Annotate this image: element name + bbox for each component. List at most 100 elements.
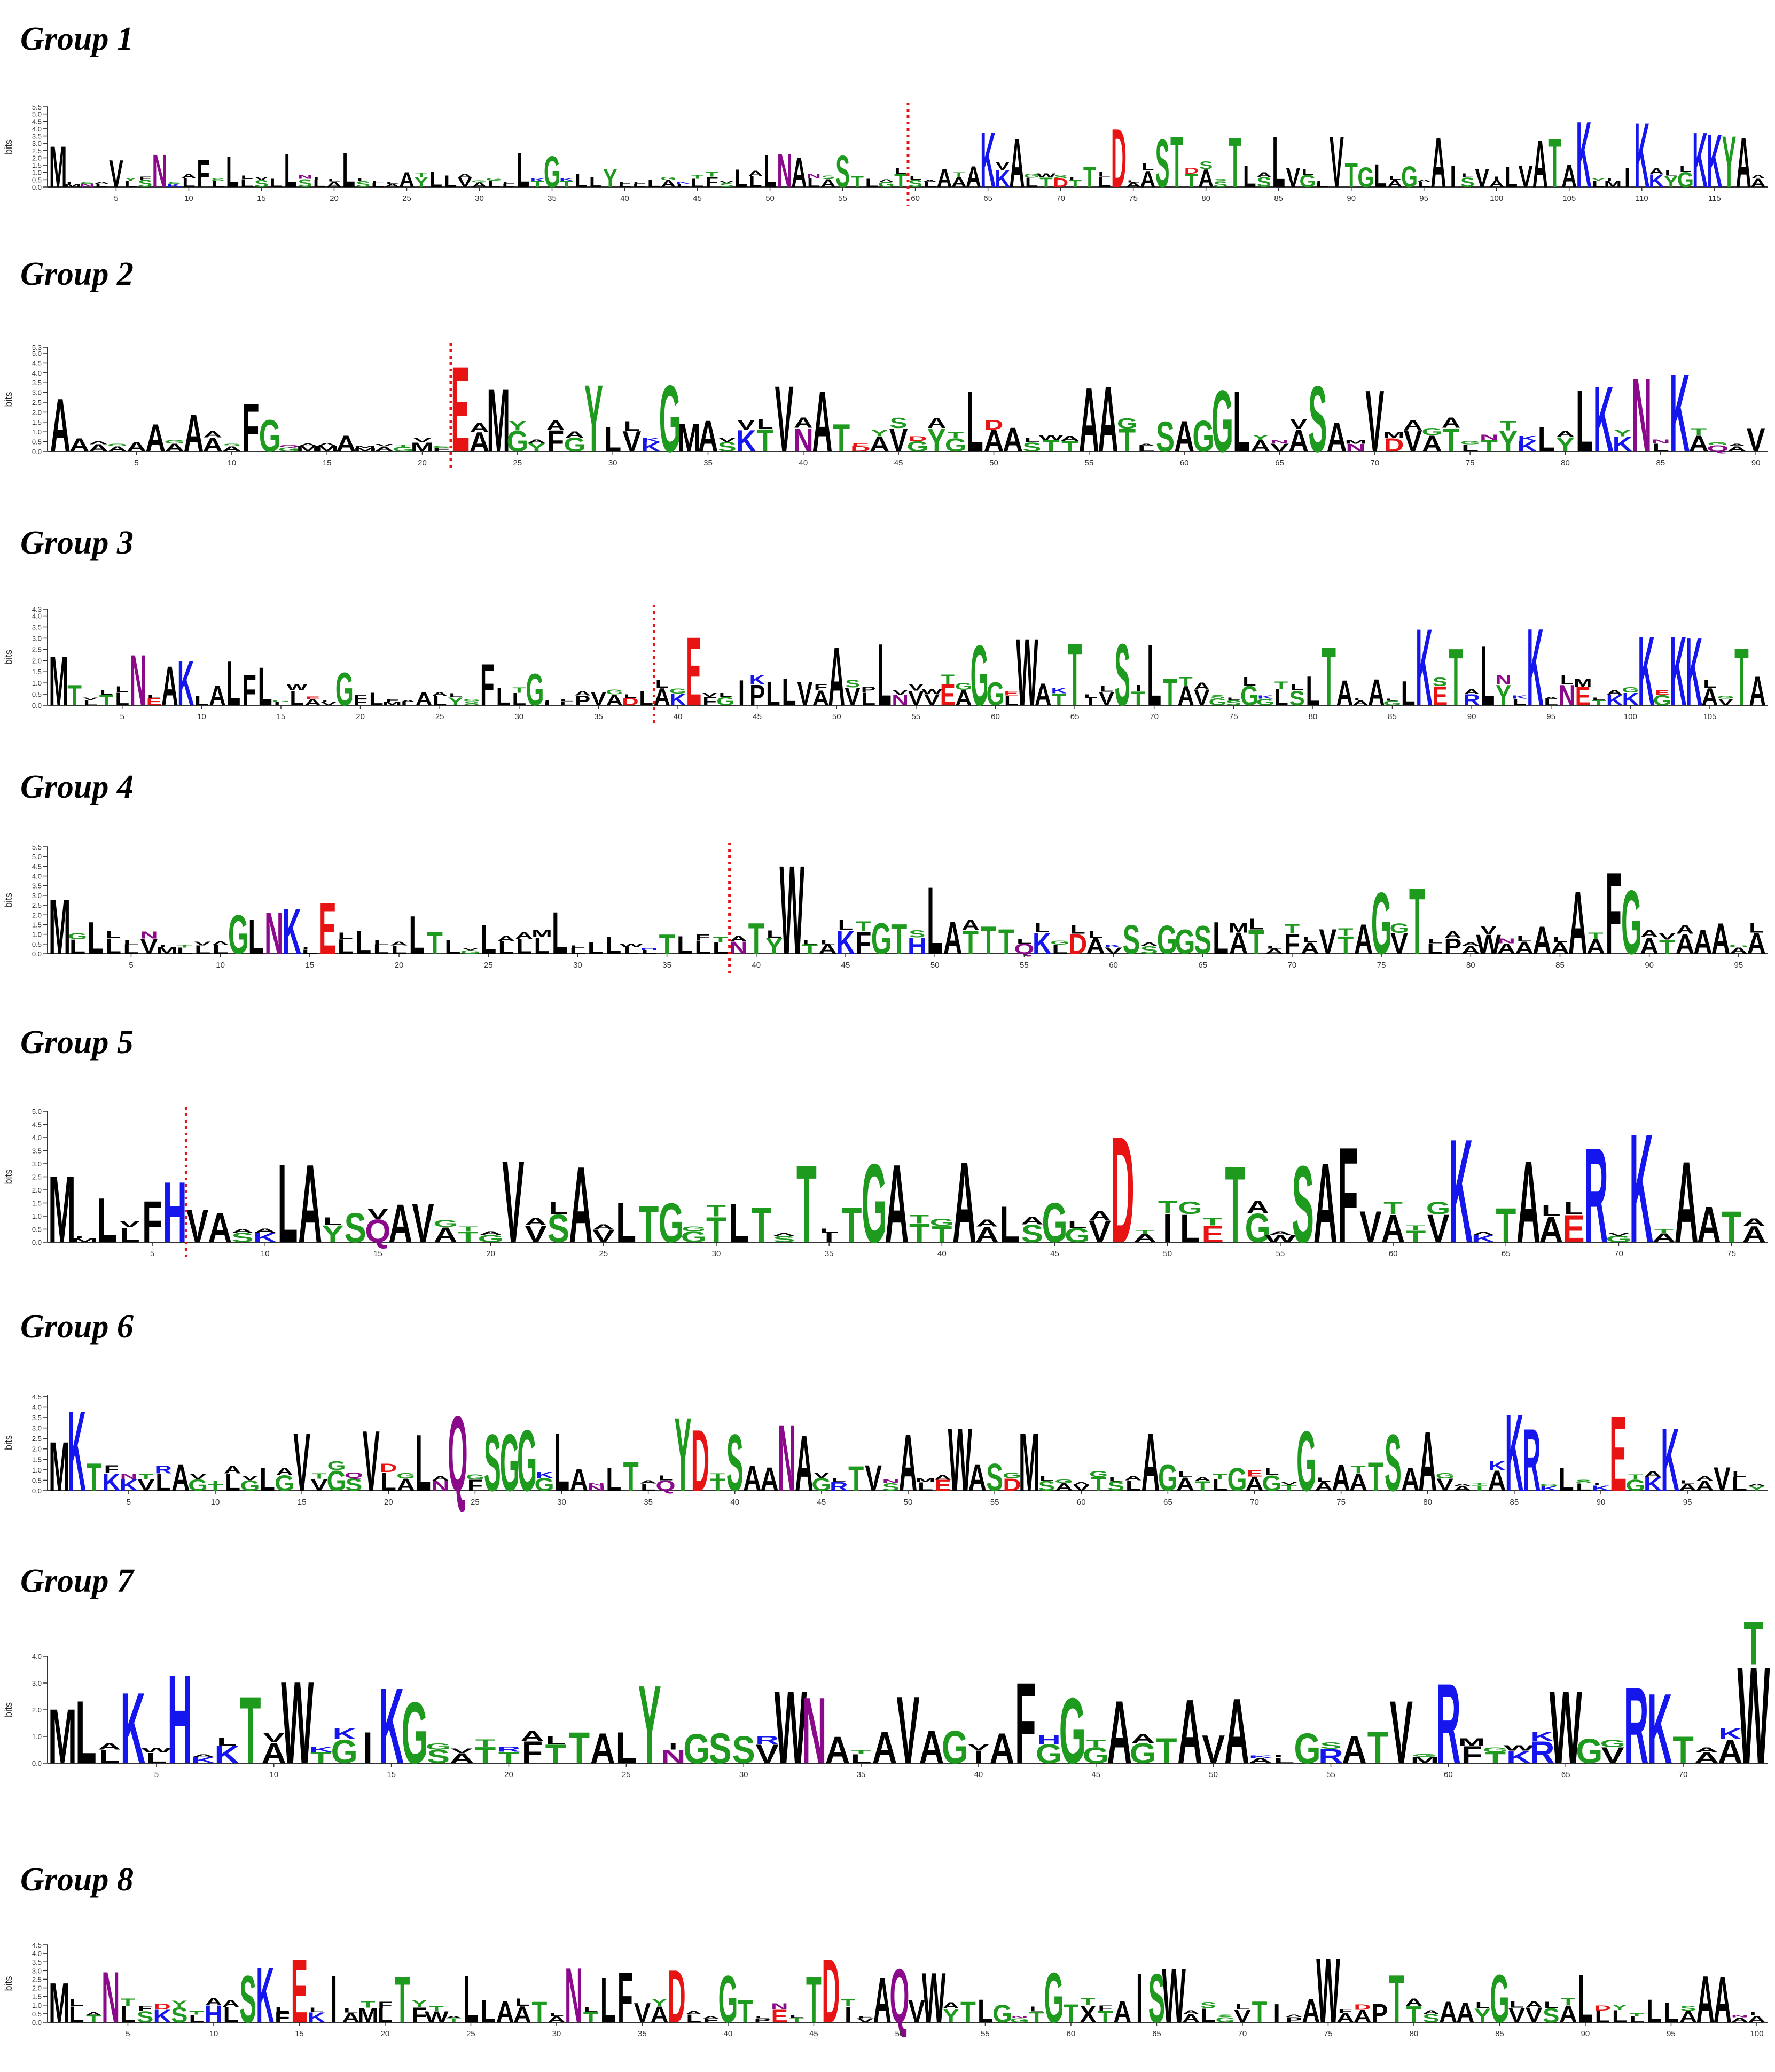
- residue-letter: A: [1644, 1469, 1662, 1479]
- residue-letter: L: [729, 1193, 749, 1255]
- residue-letter: Y: [171, 1999, 187, 2009]
- residue-letter: F: [814, 682, 827, 692]
- residue-letter: W: [921, 688, 942, 696]
- y-tick-label: 0.5: [32, 940, 42, 948]
- residue-letter: L: [75, 1236, 94, 1239]
- residue-letter: K: [1647, 1672, 1672, 1785]
- residue-letter: T: [738, 1994, 753, 2030]
- x-tick-label: 25: [435, 712, 444, 721]
- residue-letter: L: [1039, 1475, 1054, 1482]
- residue-letter: T: [751, 1196, 771, 1253]
- residue-letter: L: [106, 930, 121, 940]
- residue-letter: A: [95, 181, 109, 184]
- y-tick-label: 0.0: [32, 183, 42, 191]
- residue-letter: N: [101, 1957, 120, 2038]
- residue-letter: S: [484, 1417, 501, 1508]
- x-tick-label: 25: [622, 1770, 631, 1779]
- residue-letter: G: [1227, 1461, 1247, 1498]
- residue-letter: L: [444, 937, 460, 958]
- residue-letter: G: [669, 687, 686, 695]
- x-tick-label: 55: [981, 2029, 990, 2038]
- residue-letter: V: [896, 1677, 919, 1783]
- x-tick-label: 80: [1423, 1498, 1432, 1507]
- residue-letter: D: [984, 417, 1004, 433]
- x-tick-label: 70: [1238, 2029, 1247, 2038]
- x-tick-label: 30: [475, 194, 484, 203]
- residue-letter: G: [68, 931, 87, 941]
- residue-letter: L: [1108, 1476, 1123, 1483]
- x-tick-label: 10: [216, 961, 225, 970]
- x-tick-label: 90: [1581, 2029, 1590, 2038]
- residue-letter: L: [1542, 1201, 1561, 1219]
- residue-letter: V: [1330, 122, 1344, 203]
- residue-letter: L: [328, 178, 340, 182]
- residue-letter: L: [88, 913, 104, 964]
- y-tick-label: 1.5: [32, 921, 42, 929]
- x-tick-label: 35: [662, 961, 671, 970]
- residue-letter: T: [1500, 418, 1516, 433]
- residue-letter: D: [822, 1942, 840, 2042]
- residue-letter: V: [797, 675, 813, 713]
- residue-letter: A: [879, 178, 894, 182]
- y-tick-label: 0.0: [32, 1238, 42, 1247]
- residue-letter: T: [1158, 1197, 1177, 1218]
- residue-letter: S: [1199, 159, 1213, 172]
- residue-letter: E: [451, 342, 470, 478]
- residue-letter: K: [536, 1471, 553, 1480]
- residue-letter: T: [1203, 1216, 1222, 1228]
- y-tick-label: 0.0: [32, 448, 42, 456]
- residue-letter: V: [1390, 1682, 1413, 1782]
- residue-letter: G: [1050, 939, 1069, 946]
- x-tick-label: 55: [1020, 961, 1029, 970]
- residue-letter: L: [1084, 694, 1097, 699]
- residue-letter: T: [1734, 631, 1749, 722]
- x-tick-label: 25: [466, 2029, 475, 2038]
- x-tick-label: 75: [1324, 2029, 1333, 2038]
- residue-letter: A: [919, 1722, 944, 1774]
- residue-letter: R: [1624, 1665, 1649, 1787]
- residue-letter: Y: [1592, 177, 1605, 182]
- x-tick-label: 35: [594, 712, 603, 721]
- residue-letter: L: [820, 939, 835, 946]
- residue-letter: A: [1696, 1475, 1714, 1482]
- x-tick-label: 100: [1750, 2029, 1763, 2038]
- x-tick-label: 20: [395, 961, 404, 970]
- residue-letter: A: [872, 1723, 897, 1773]
- x-tick-label: 30: [712, 1249, 721, 1258]
- x-tick-label: 80: [1201, 194, 1210, 203]
- residue-letter: A: [1696, 1962, 1715, 2037]
- x-tick-label: 25: [402, 194, 411, 203]
- residue-letter: L: [1516, 934, 1531, 943]
- residue-letter: D: [691, 1412, 709, 1509]
- y-tick-label: 3.0: [32, 139, 42, 147]
- residue-letter: T: [139, 1473, 154, 1481]
- sequence-logo-group-2: bits0.00.51.01.52.02.53.03.54.04.55.05.3…: [0, 342, 1775, 476]
- residue-letter: L: [1029, 2005, 1044, 2013]
- residue-letter: A: [299, 442, 318, 446]
- residue-letter: T: [1322, 630, 1336, 723]
- residue-letter: M: [531, 928, 552, 940]
- residue-letter: K: [559, 177, 574, 182]
- residue-letter: M: [49, 884, 71, 971]
- residue-letter: G: [1211, 371, 1233, 470]
- residue-letter: L: [1069, 176, 1081, 181]
- x-tick-label: 10: [184, 194, 193, 203]
- residue-letter: S: [890, 415, 908, 431]
- residue-letter: S: [1385, 1417, 1402, 1508]
- y-tick-label: 3.0: [32, 634, 42, 642]
- residue-letter: G: [683, 1726, 710, 1772]
- residue-letter: S: [822, 174, 835, 180]
- residue-letter: K: [1511, 695, 1528, 699]
- residue-letter: G: [1600, 1738, 1625, 1749]
- residue-letter: L: [1035, 920, 1050, 935]
- residue-letter: I: [1624, 162, 1630, 193]
- residue-letter: L: [677, 931, 693, 960]
- residue-letter: A: [50, 383, 71, 468]
- residue-letter: M: [1574, 676, 1592, 690]
- residue-letter: V: [775, 366, 794, 472]
- residue-letter: A: [792, 149, 807, 196]
- residue-letter: L: [123, 939, 138, 946]
- residue-letter: L: [1646, 1992, 1662, 2029]
- residue-letter: T: [833, 416, 850, 460]
- residue-letter: W: [779, 840, 804, 981]
